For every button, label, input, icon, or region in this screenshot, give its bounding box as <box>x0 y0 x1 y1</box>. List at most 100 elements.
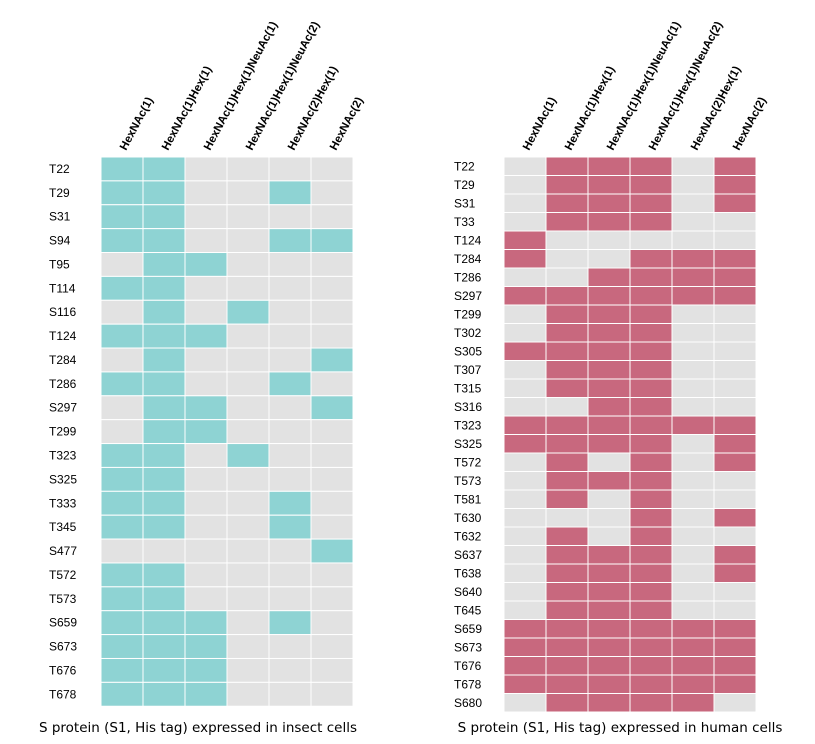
heatmap-cell-T315-5 <box>713 378 757 398</box>
heatmap-cell-T33-1 <box>545 212 589 232</box>
heatmap-cell-T286-3 <box>226 371 270 397</box>
heatmap-cell-T678-2 <box>184 681 228 707</box>
heatmap-cell-T645-3 <box>629 600 673 620</box>
heatmap-cell-T676-4 <box>268 657 312 683</box>
heatmap-cell-T33-5 <box>713 212 757 232</box>
heatmap-cell-T124-4 <box>671 230 715 250</box>
heatmap-cell-T678-4 <box>268 681 312 707</box>
heatmap-cell-S316-3 <box>629 397 673 417</box>
heatmap-cell-S31-1 <box>545 193 589 213</box>
heatmap-cell-S673-4 <box>671 637 715 657</box>
heatmap-cell-T676-5 <box>310 657 354 683</box>
heatmap-cell-S305-1 <box>545 341 589 361</box>
heatmap-cell-T333-0 <box>100 490 144 516</box>
heatmap-cell-T299-0 <box>503 304 547 324</box>
row-label: T95 <box>49 257 70 271</box>
heatmap-cell-S659-2 <box>587 619 631 639</box>
heatmap-cell-T284-4 <box>268 347 312 373</box>
heatmap-cell-T22-5 <box>713 156 757 176</box>
heatmap-cell-T114-4 <box>268 275 312 301</box>
heatmap-cell-S297-5 <box>310 395 354 421</box>
row-label: T29 <box>454 178 475 192</box>
heatmap-cell-T323-4 <box>671 415 715 435</box>
heatmap-cell-S94-0 <box>100 228 144 254</box>
row-label: T632 <box>454 529 482 543</box>
column-label: HexNAc(1)Hex(1)NeuAc(2) <box>244 20 322 153</box>
heatmap-cell-T302-5 <box>713 323 757 343</box>
heatmap-cell-S477-0 <box>100 538 144 564</box>
heatmap-cell-T572-2 <box>184 562 228 588</box>
heatmap-cell-T323-1 <box>545 415 589 435</box>
row-label: T33 <box>454 215 475 229</box>
row-label: T630 <box>454 511 482 525</box>
heatmap-cell-S477-1 <box>142 538 186 564</box>
heatmap-cell-T630-2 <box>587 508 631 528</box>
heatmap-cell-T124-4 <box>268 323 312 349</box>
heatmap-cell-T573-5 <box>310 586 354 612</box>
heatmap-cell-T630-3 <box>629 508 673 528</box>
heatmap-cell-T581-4 <box>671 489 715 509</box>
heatmap-cell-T286-0 <box>503 267 547 287</box>
heatmap-cell-T632-2 <box>587 526 631 546</box>
heatmap-cell-T678-2 <box>587 674 631 694</box>
heatmap-cell-S94-4 <box>268 228 312 254</box>
heatmap-cell-T572-1 <box>142 562 186 588</box>
row-label: S673 <box>454 640 482 654</box>
heatmap-cell-S297-1 <box>142 395 186 421</box>
heatmap-cell-T573-0 <box>100 586 144 612</box>
heatmap-cell-S325-1 <box>545 434 589 454</box>
heatmap-cell-T632-4 <box>671 526 715 546</box>
heatmap-cell-T572-0 <box>503 452 547 472</box>
heatmap-cell-S659-0 <box>100 610 144 636</box>
heatmap-cell-T573-3 <box>226 586 270 612</box>
row-label: T323 <box>49 449 77 463</box>
heatmap-cell-S305-4 <box>671 341 715 361</box>
row-label: T645 <box>454 603 482 617</box>
heatmap-cell-T345-4 <box>268 514 312 540</box>
heatmap-cell-T573-2 <box>184 586 228 612</box>
heatmap-panel-insect: T22 T29 S31 S94 T95 T114 S116 T124 T284 T286 S297 T… <box>39 20 366 736</box>
heatmap-cell-S316-2 <box>587 397 631 417</box>
heatmap-cell-S637-4 <box>671 545 715 565</box>
heatmap-cell-T581-3 <box>629 489 673 509</box>
heatmap-cell-T95-3 <box>226 252 270 277</box>
heatmap-cell-S659-3 <box>226 610 270 636</box>
heatmap-cell-S297-3 <box>226 395 270 421</box>
heatmap-cell-T573-4 <box>268 586 312 612</box>
heatmap-cell-T286-0 <box>100 371 144 397</box>
heatmap-cell-T22-3 <box>629 156 673 176</box>
heatmap-cell-S325-3 <box>226 466 270 492</box>
heatmap-cell-T581-0 <box>503 489 547 509</box>
heatmap-cell-T638-1 <box>545 563 589 583</box>
heatmap-cell-T299-2 <box>587 304 631 324</box>
heatmap-cell-T286-5 <box>713 267 757 287</box>
heatmap-cell-T678-5 <box>713 674 757 694</box>
heatmap-cell-T630-0 <box>503 508 547 528</box>
row-label: T676 <box>454 659 482 673</box>
heatmap-cell-T678-0 <box>100 681 144 707</box>
heatmap-cell-T645-1 <box>545 600 589 620</box>
row-label: T22 <box>454 159 475 173</box>
heatmap-cell-S31-3 <box>629 193 673 213</box>
heatmap-cell-T33-4 <box>671 212 715 232</box>
heatmap-cell-T286-3 <box>629 267 673 287</box>
row-label: S116 <box>49 305 76 319</box>
heatmap-cell-S94-5 <box>310 228 354 254</box>
heatmap-cell-T284-5 <box>713 249 757 269</box>
heatmap-cell-T29-1 <box>142 180 186 206</box>
heatmap-cell-T299-2 <box>184 419 228 445</box>
heatmap-cell-T299-4 <box>268 419 312 445</box>
heatmap-cell-T638-2 <box>587 563 631 583</box>
heatmap-cell-S116-4 <box>268 299 312 325</box>
heatmap-cell-T124-5 <box>713 230 757 250</box>
row-label: T581 <box>454 492 482 506</box>
heatmap-cell-S31-5 <box>310 204 354 230</box>
heatmap-cell-T573-3 <box>629 471 673 491</box>
heatmap-cell-T323-4 <box>268 443 312 468</box>
heatmap-cell-S640-2 <box>587 582 631 602</box>
heatmap-cell-T676-5 <box>713 656 757 676</box>
heatmap-cell-T29-3 <box>226 180 270 206</box>
row-label: S325 <box>454 437 482 451</box>
heatmap-cell-T29-5 <box>713 175 757 195</box>
